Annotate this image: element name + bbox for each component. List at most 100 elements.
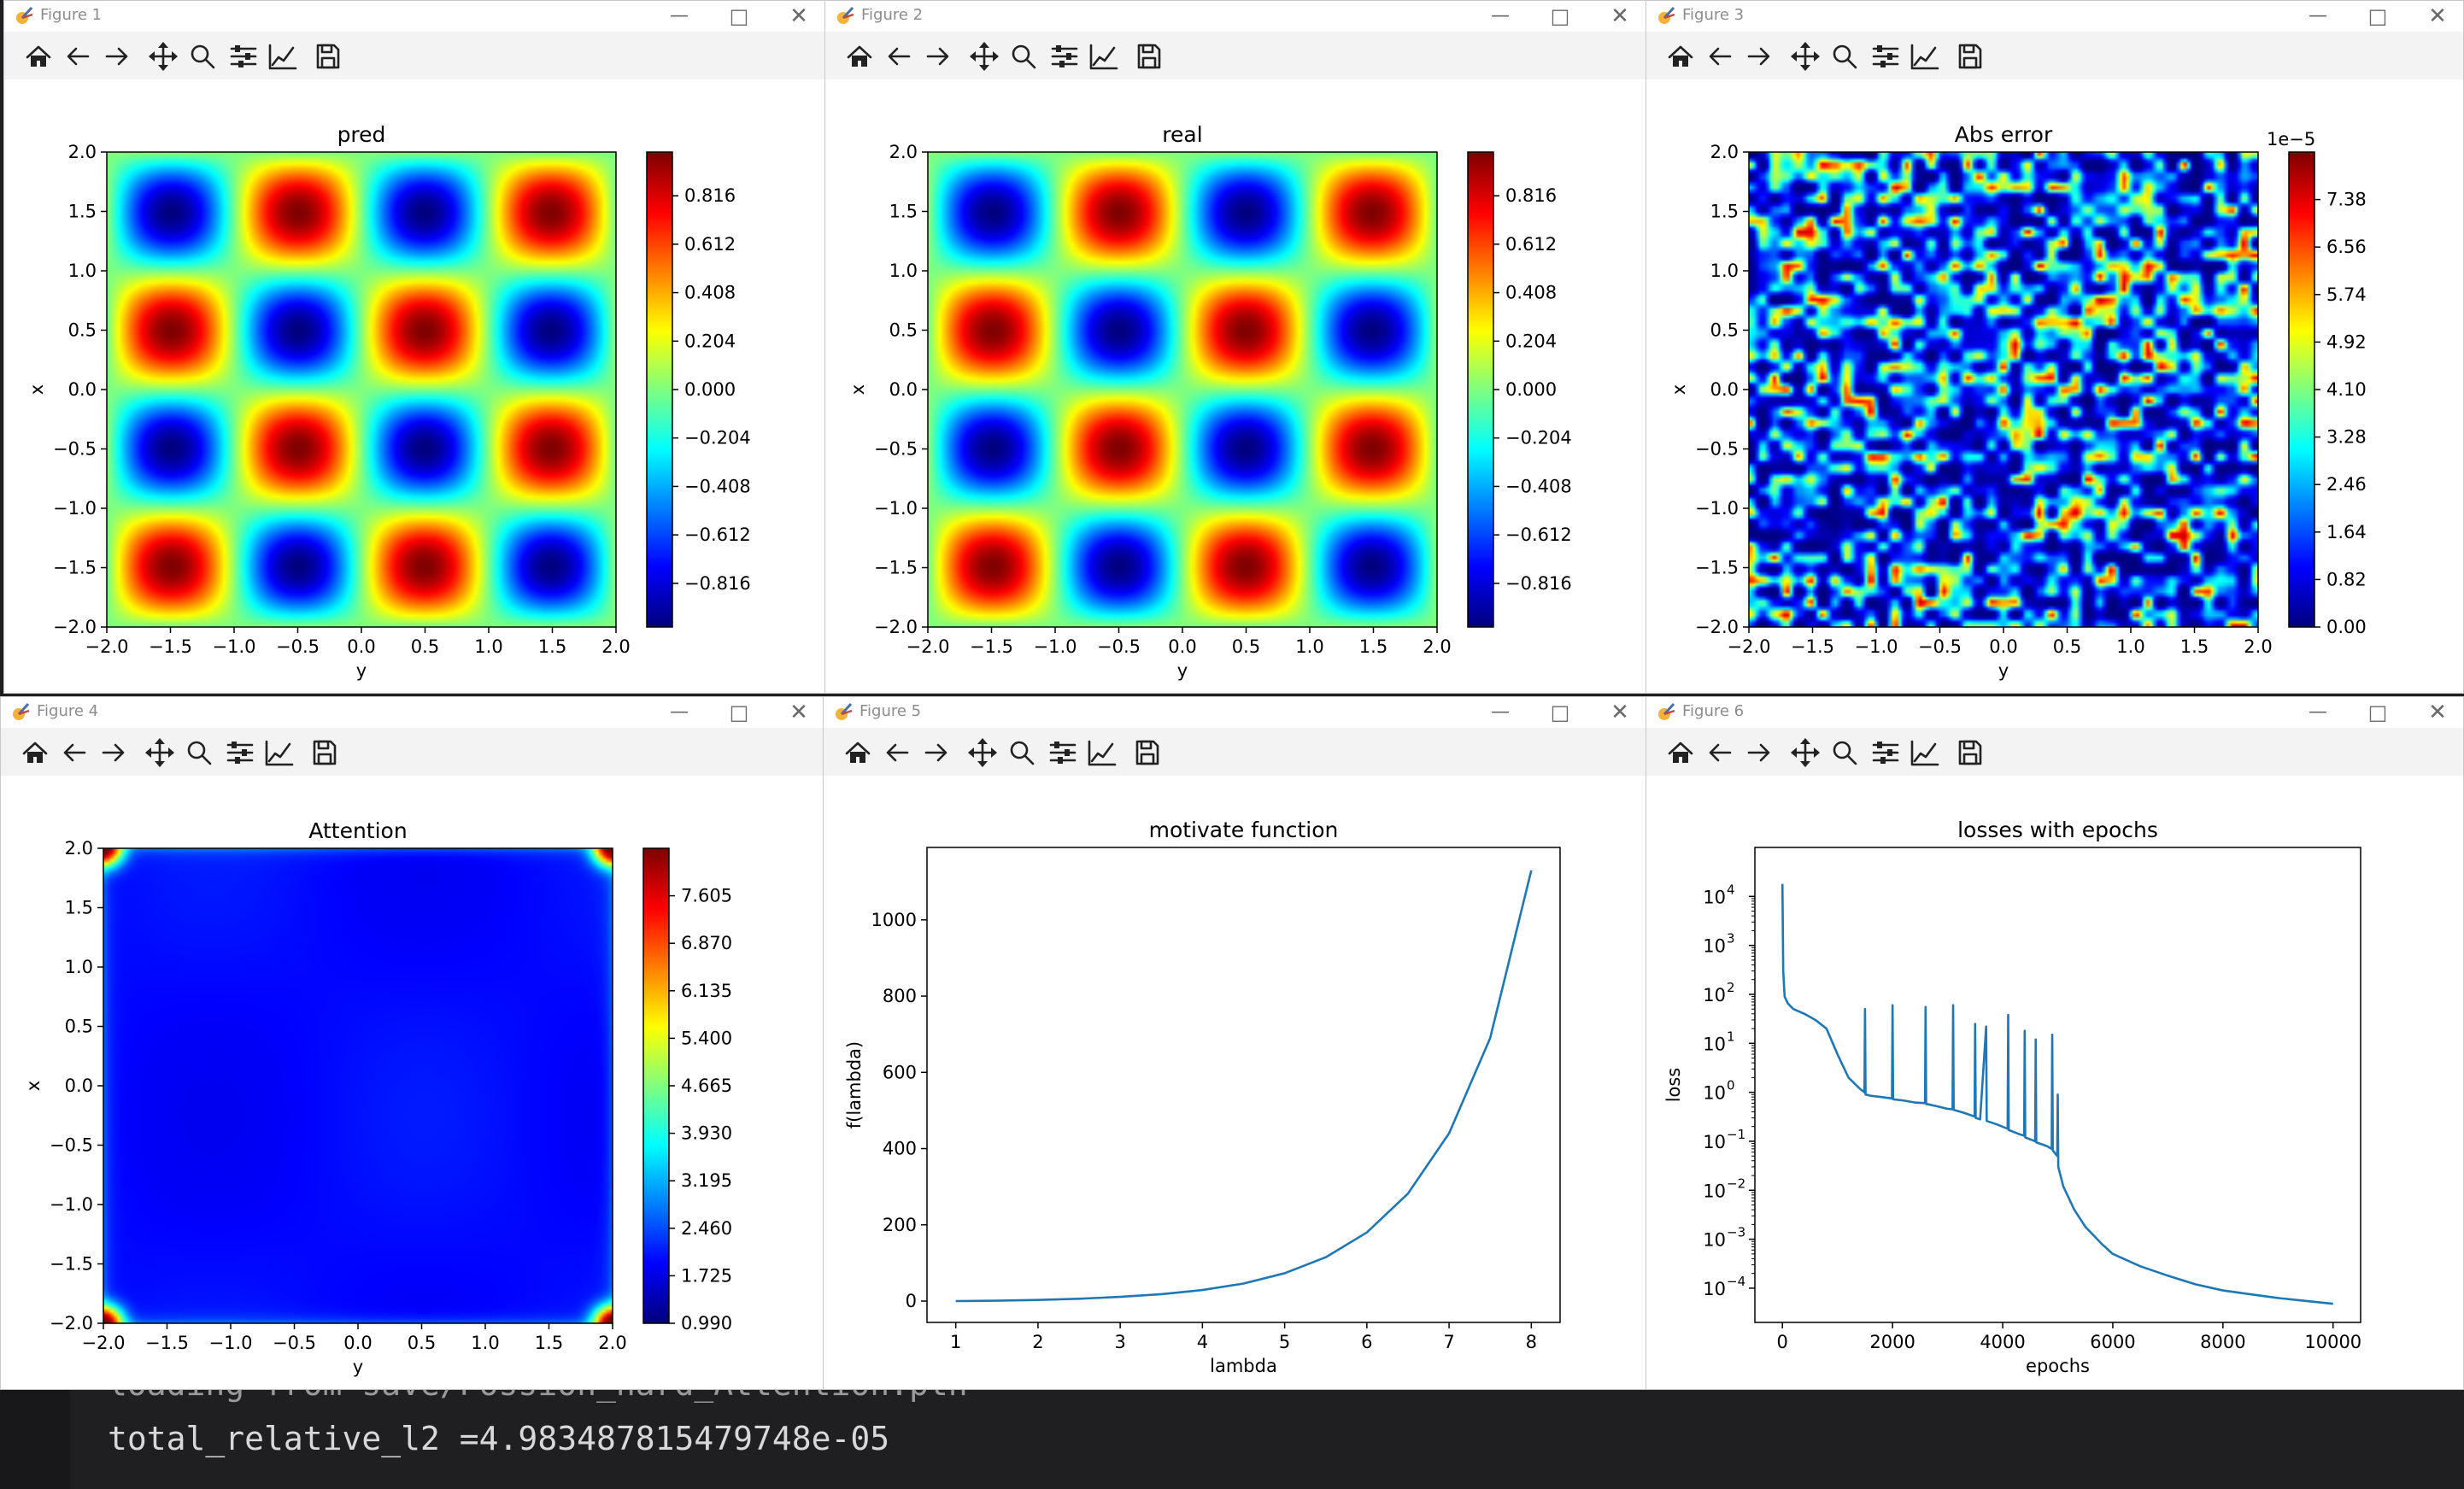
toolbar-subplots-config-button[interactable]: [1869, 736, 1903, 769]
maximize-icon[interactable]: □: [1550, 4, 1570, 28]
toolbar-forward-arrow-button[interactable]: [97, 736, 131, 769]
toolbar-forward-arrow-button[interactable]: [1742, 40, 1776, 73]
heatmap-image: [1749, 152, 2258, 627]
figure-window-2[interactable]: Figure 2 — □ ✕ real −2.0 −1.5 −1.0 −0.5 0.0 0.5 1.0…: [824, 0, 1646, 694]
toolbar-pan-button[interactable]: [146, 40, 180, 73]
toolbar-back-arrow-button[interactable]: [61, 40, 95, 73]
figure-canvas[interactable]: Abs error −2.0 −1.5 −1.0 −0.5 0.0 0.5 1.0 1.5 2.0…: [1646, 79, 2463, 693]
window-titlebar[interactable]: Figure 6 — □ ✕: [1646, 697, 2463, 728]
toolbar-subplots-config-button[interactable]: [1046, 736, 1080, 769]
matplotlib-app-icon: [1658, 6, 1675, 24]
x-tick-label: 6: [1361, 1332, 1372, 1352]
toolbar-save-button[interactable]: [1952, 40, 1986, 73]
window-titlebar[interactable]: Figure 5 — □ ✕: [824, 697, 1646, 728]
toolbar-pan-button[interactable]: [143, 736, 177, 769]
window-titlebar[interactable]: Figure 3 — □ ✕: [1646, 1, 2463, 32]
minimize-icon[interactable]: —: [1491, 5, 1510, 26]
toolbar-forward-arrow-button[interactable]: [921, 40, 955, 73]
toolbar-save-button[interactable]: [1952, 736, 1986, 769]
figure-window-6[interactable]: Figure 6 — □ ✕ losses with epochs 0 2000 4000 60…: [1646, 696, 2464, 1390]
save-icon: [1952, 740, 1986, 772]
window-titlebar[interactable]: Figure 1 — □ ✕: [4, 1, 824, 32]
close-icon[interactable]: ✕: [1610, 3, 1629, 29]
y-tick-exponent: 1: [1727, 1029, 1735, 1044]
maximize-icon[interactable]: □: [729, 701, 749, 724]
minimize-icon[interactable]: —: [2309, 5, 2327, 26]
figure-canvas[interactable]: real −2.0 −1.5 −1.0 −0.5 0.0 0.5 1.0 1.5 2.0 −2.0−…: [825, 79, 1646, 693]
toolbar-back-arrow-button[interactable]: [880, 736, 914, 769]
minimize-icon[interactable]: —: [2309, 701, 2327, 723]
toolbar-zoom-button[interactable]: [1827, 40, 1862, 73]
toolbar-home-button[interactable]: [18, 736, 52, 769]
pan-icon: [146, 42, 180, 76]
toolbar-save-button[interactable]: [307, 736, 341, 769]
figure-canvas[interactable]: losses with epochs 0 2000 4000 6000 8000 10000…: [1646, 776, 2463, 1389]
toolbar-save-button[interactable]: [310, 40, 344, 73]
toolbar-edit-axis-button[interactable]: [1908, 40, 1942, 73]
x-axis-label: y: [356, 660, 367, 681]
toolbar-zoom-button[interactable]: [1006, 40, 1041, 73]
toolbar-home-button[interactable]: [1663, 40, 1698, 73]
figure-window-4[interactable]: Figure 4 — □ ✕ Attention −2.0 −1.5 −1.0 −0.5 0.0 0…: [0, 696, 825, 1390]
toolbar-zoom-button[interactable]: [1827, 736, 1862, 769]
maximize-icon[interactable]: □: [2367, 4, 2388, 28]
y-tick-label: −0.5: [50, 1135, 93, 1156]
figure-canvas[interactable]: motivate function 1 2 3 4 5 6 7 8 0 200 400 600 800 10…: [824, 776, 1646, 1389]
toolbar-subplots-config-button[interactable]: [1047, 40, 1082, 73]
toolbar-forward-arrow-button[interactable]: [919, 736, 953, 769]
toolbar-zoom-button[interactable]: [182, 736, 216, 769]
toolbar-forward-arrow-button[interactable]: [100, 40, 134, 73]
toolbar-home-button[interactable]: [21, 40, 56, 73]
toolbar-home-button[interactable]: [1663, 736, 1698, 769]
toolbar-edit-axis-button[interactable]: [1908, 736, 1942, 769]
figure-window-5[interactable]: Figure 5 — □ ✕ motivate function 1 2 3 4 5 6 7 8 0 200…: [823, 696, 1646, 1390]
figure-window-1[interactable]: Figure 1 — □ ✕ pred −2.0 −1.5 −1.0 −0.5 0.0 0.5 1.0…: [3, 0, 825, 694]
maximize-icon[interactable]: □: [729, 4, 749, 28]
figure-canvas[interactable]: Attention −2.0 −1.5 −1.0 −0.5 0.0 0.5 1.0 1.5 2.0…: [1, 776, 824, 1389]
x-tick-label: 0.0: [1989, 636, 2017, 657]
figure-window-3[interactable]: Figure 3— □ ✕ Abs error −2.0 −1.5 −1.0 −0.5 0.0 0…: [1646, 0, 2464, 694]
close-icon[interactable]: ✕: [789, 3, 808, 29]
toolbar-subplots-config-button[interactable]: [223, 736, 257, 769]
close-icon[interactable]: ✕: [2428, 700, 2447, 725]
window-titlebar[interactable]: Figure 4 — □ ✕: [1, 697, 824, 728]
toolbar-pan-button[interactable]: [1788, 736, 1822, 769]
save-icon: [307, 740, 341, 772]
window-titlebar[interactable]: Figure 2 — □ ✕: [825, 1, 1646, 32]
toolbar-home-button[interactable]: [841, 736, 875, 769]
home-icon: [841, 742, 875, 772]
close-icon[interactable]: ✕: [789, 700, 808, 725]
toolbar-back-arrow-button[interactable]: [1703, 736, 1737, 769]
y-tick-label: 10: [1703, 1083, 1726, 1104]
toolbar-back-arrow-button[interactable]: [57, 736, 91, 769]
figure-canvas[interactable]: pred −2.0 −1.5 −1.0 −0.5 0.0 0.5 1.0 1.5 2.0 −2.0−…: [4, 79, 824, 693]
minimize-icon[interactable]: —: [670, 5, 689, 26]
toolbar-home-button[interactable]: [842, 40, 877, 73]
toolbar-zoom-button[interactable]: [1005, 736, 1039, 769]
toolbar-pan-button[interactable]: [965, 736, 1000, 769]
toolbar-zoom-button[interactable]: [185, 40, 220, 73]
close-icon[interactable]: ✕: [1610, 700, 1629, 725]
toolbar-edit-axis-button[interactable]: [1087, 40, 1121, 73]
close-icon[interactable]: ✕: [2428, 3, 2447, 29]
toolbar-back-arrow-button[interactable]: [1703, 40, 1737, 73]
x-tick-label: 4000: [1980, 1332, 2025, 1352]
subplots-config-icon: [1869, 742, 1903, 772]
toolbar-forward-arrow-button[interactable]: [1742, 736, 1776, 769]
toolbar-subplots-config-button[interactable]: [226, 40, 261, 73]
maximize-icon[interactable]: □: [1550, 701, 1570, 724]
toolbar-edit-axis-button[interactable]: [266, 40, 300, 73]
minimize-icon[interactable]: —: [1491, 701, 1510, 723]
toolbar-save-button[interactable]: [1131, 40, 1165, 73]
toolbar-pan-button[interactable]: [967, 40, 1001, 73]
toolbar-edit-axis-button[interactable]: [262, 736, 296, 769]
toolbar-back-arrow-button[interactable]: [882, 40, 916, 73]
heatmap-image: [928, 152, 1437, 627]
toolbar-pan-button[interactable]: [1788, 40, 1822, 73]
toolbar-edit-axis-button[interactable]: [1085, 736, 1119, 769]
toolbar-subplots-config-button[interactable]: [1869, 40, 1903, 73]
subplots-config-icon: [223, 742, 257, 772]
minimize-icon[interactable]: —: [670, 701, 689, 723]
maximize-icon[interactable]: □: [2367, 701, 2388, 724]
toolbar-save-button[interactable]: [1129, 736, 1164, 769]
